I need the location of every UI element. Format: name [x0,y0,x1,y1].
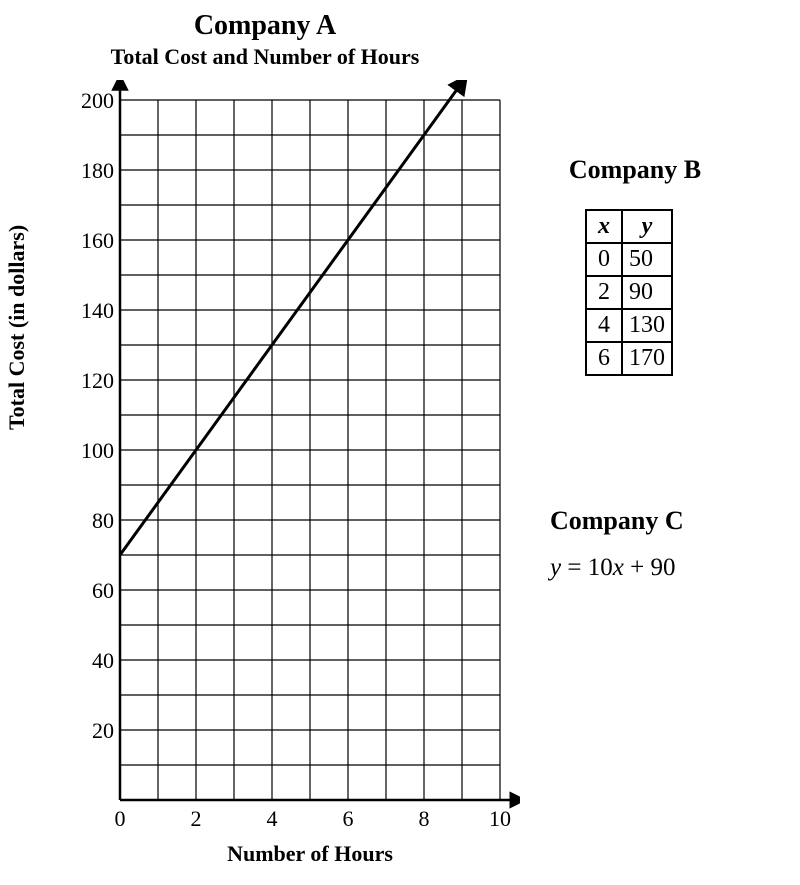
table-row: 050 [586,243,672,276]
cell-y: 170 [622,342,672,375]
y-tick-label: 120 [66,368,114,394]
cell-x: 2 [586,276,622,309]
col-header-x: x [586,210,622,243]
y-tick-label: 180 [66,158,114,184]
cell-y: 50 [622,243,672,276]
line-chart [50,80,520,840]
x-tick-label: 0 [105,806,135,832]
y-tick-label: 100 [66,438,114,464]
company-b-table: x y 05029041306170 [585,209,673,376]
x-tick-label: 8 [409,806,439,832]
y-tick-label: 80 [66,508,114,534]
company-a-panel: Company A Total Cost and Number of Hours… [0,0,530,885]
y-tick-label: 140 [66,298,114,324]
cell-x: 4 [586,309,622,342]
y-tick-label: 200 [66,88,114,114]
table-row: 6170 [586,342,672,375]
cell-x: 0 [586,243,622,276]
x-axis-label: Number of Hours [120,841,500,867]
company-c-panel: Company C y = 10x + 90 [550,506,800,582]
page-root: Company A Total Cost and Number of Hours… [0,0,800,885]
cell-x: 6 [586,342,622,375]
cell-y: 130 [622,309,672,342]
col-header-y: y [622,210,672,243]
company-c-equation: y = 10x + 90 [550,554,800,582]
chart-subtitle: Total Cost and Number of Hours [0,44,530,70]
y-tick-label: 40 [66,648,114,674]
x-tick-label: 6 [333,806,363,832]
y-tick-label: 160 [66,228,114,254]
company-b-title: Company B [550,155,720,185]
company-c-title: Company C [550,506,800,536]
y-tick-label: 60 [66,578,114,604]
x-tick-label: 2 [181,806,211,832]
table-row: 290 [586,276,672,309]
cell-y: 90 [622,276,672,309]
chart-title: Company A [0,10,530,42]
right-panel: Company B x y 05029041306170 Company C y… [530,0,800,885]
y-axis-label: Total Cost (in dollars) [4,225,30,430]
x-tick-label: 10 [485,806,515,832]
x-tick-label: 4 [257,806,287,832]
y-tick-label: 20 [66,718,114,744]
table-header-row: x y [586,210,672,243]
table-row: 4130 [586,309,672,342]
